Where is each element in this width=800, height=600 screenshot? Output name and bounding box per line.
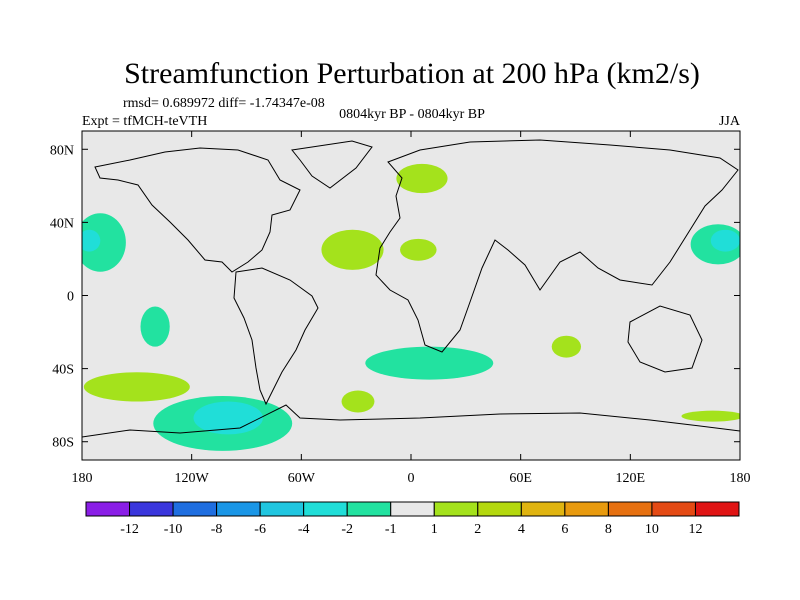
- colorbar-label: 12: [688, 522, 702, 537]
- ne-atlantic-plus-1-region: [321, 229, 384, 270]
- australia-coast: [627, 305, 703, 373]
- colorbar-swatch: [433, 501, 479, 517]
- y-tick-label: 40S: [52, 363, 74, 378]
- colorbar-swatch: [303, 501, 348, 517]
- greenland-coast: [291, 140, 373, 189]
- x-tick-label: 120W: [175, 471, 210, 486]
- colorbar-label: 4: [518, 522, 525, 537]
- sw-pacific-plus-1-region: [681, 410, 740, 422]
- experiment-label: Expt = tfMCH-teVTH: [82, 114, 207, 129]
- colorbar-label: -2: [341, 522, 353, 537]
- colorbar-swatch: [129, 501, 174, 517]
- colorbar-label: -6: [254, 522, 266, 537]
- s-atlantic-minus-1-region: [365, 346, 494, 380]
- y-tick-label: 80S: [52, 436, 74, 451]
- s-pacific-minus-2-core: [193, 401, 263, 435]
- n-africa-plus-1-region: [400, 238, 437, 261]
- antarctica-coast: [82, 404, 740, 438]
- colorbar-label: -12: [120, 522, 139, 537]
- chart-title: Streamfunction Perturbation at 200 hPa (…: [124, 57, 700, 90]
- s-atlantic-plus-1-region: [341, 390, 375, 413]
- colorbar-swatch: [390, 501, 435, 517]
- colorbar-swatch: [520, 501, 566, 517]
- colorbar-swatch: [694, 501, 740, 517]
- s-pacific-plus-1-region: [83, 372, 190, 402]
- colorbar-label: -1: [385, 522, 397, 537]
- x-tick-label: 60W: [288, 471, 316, 486]
- nw-pacific-minus-2-core: [82, 229, 101, 252]
- coastlines: [82, 139, 740, 438]
- colorbar: -12 -10 -8 -6 -4 -2 -1 1 2 4 6 8 10 12: [85, 501, 740, 537]
- w-pacific-minus-2-core: [710, 229, 740, 252]
- x-tick-label: 120E: [616, 471, 646, 486]
- indian-ocean-plus-1-region: [551, 335, 581, 358]
- colorbar-label: 2: [474, 522, 481, 537]
- x-tick-label: 180: [730, 471, 751, 486]
- stats-line: rmsd= 0.689972 diff= -1.74347e-08: [123, 96, 325, 111]
- north-america-coast: [94, 147, 301, 273]
- colorbar-label: -4: [298, 522, 310, 537]
- colorbar-swatch: [607, 501, 653, 517]
- colorbar-swatch: [477, 501, 522, 517]
- colorbar-swatch: [216, 501, 261, 517]
- colorbar-swatch: [564, 501, 609, 517]
- colorbar-swatch: [259, 501, 305, 517]
- map-axes: 180 120W 60W 0 60E 120E 180 80N 40N 0 40S 80S: [50, 131, 751, 486]
- colorbar-label: 6: [561, 522, 568, 537]
- scandinavia-plus-1-region: [396, 163, 448, 194]
- y-tick-label: 40N: [50, 216, 74, 231]
- season-label: JJA: [719, 114, 741, 129]
- colorbar-label: 10: [645, 522, 659, 537]
- colorbar-swatch: [85, 501, 131, 517]
- y-tick-label: 0: [67, 290, 74, 305]
- colorbar-label: -10: [164, 522, 183, 537]
- south-america-coast: [233, 267, 319, 406]
- x-tick-label: 60E: [509, 471, 532, 486]
- colorbar-label: -8: [211, 522, 223, 537]
- e-pacific-minus-1-region: [140, 306, 170, 347]
- colorbar-label: 1: [431, 522, 438, 537]
- period-label: 0804kyr BP - 0804kyr BP: [339, 107, 485, 122]
- colorbar-swatch: [172, 501, 218, 517]
- x-tick-label: 180: [72, 471, 93, 486]
- contour-regions: [82, 163, 740, 451]
- colorbar-label: 8: [605, 522, 612, 537]
- colorbar-swatch: [346, 501, 392, 517]
- colorbar-swatch: [651, 501, 696, 517]
- y-tick-label: 80N: [50, 143, 74, 158]
- nw-pacific-minus-1-region: [82, 213, 126, 272]
- x-tick-label: 0: [408, 471, 415, 486]
- eurasia-africa-coast: [375, 139, 739, 353]
